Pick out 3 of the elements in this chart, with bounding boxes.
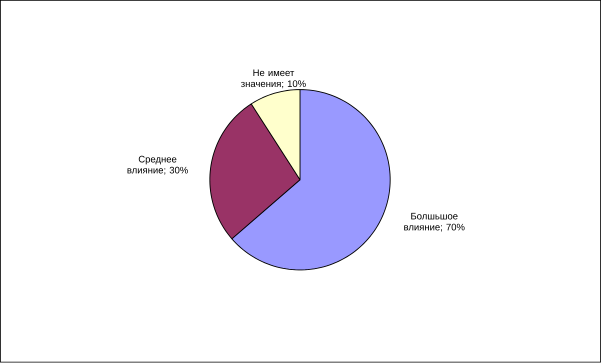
slice-label: Среднее влияние; 30% <box>128 156 188 175</box>
slice-label: Болшьшое влияние; 70% <box>404 213 465 232</box>
slice-label: Не имеет значения; 10% <box>241 70 306 88</box>
